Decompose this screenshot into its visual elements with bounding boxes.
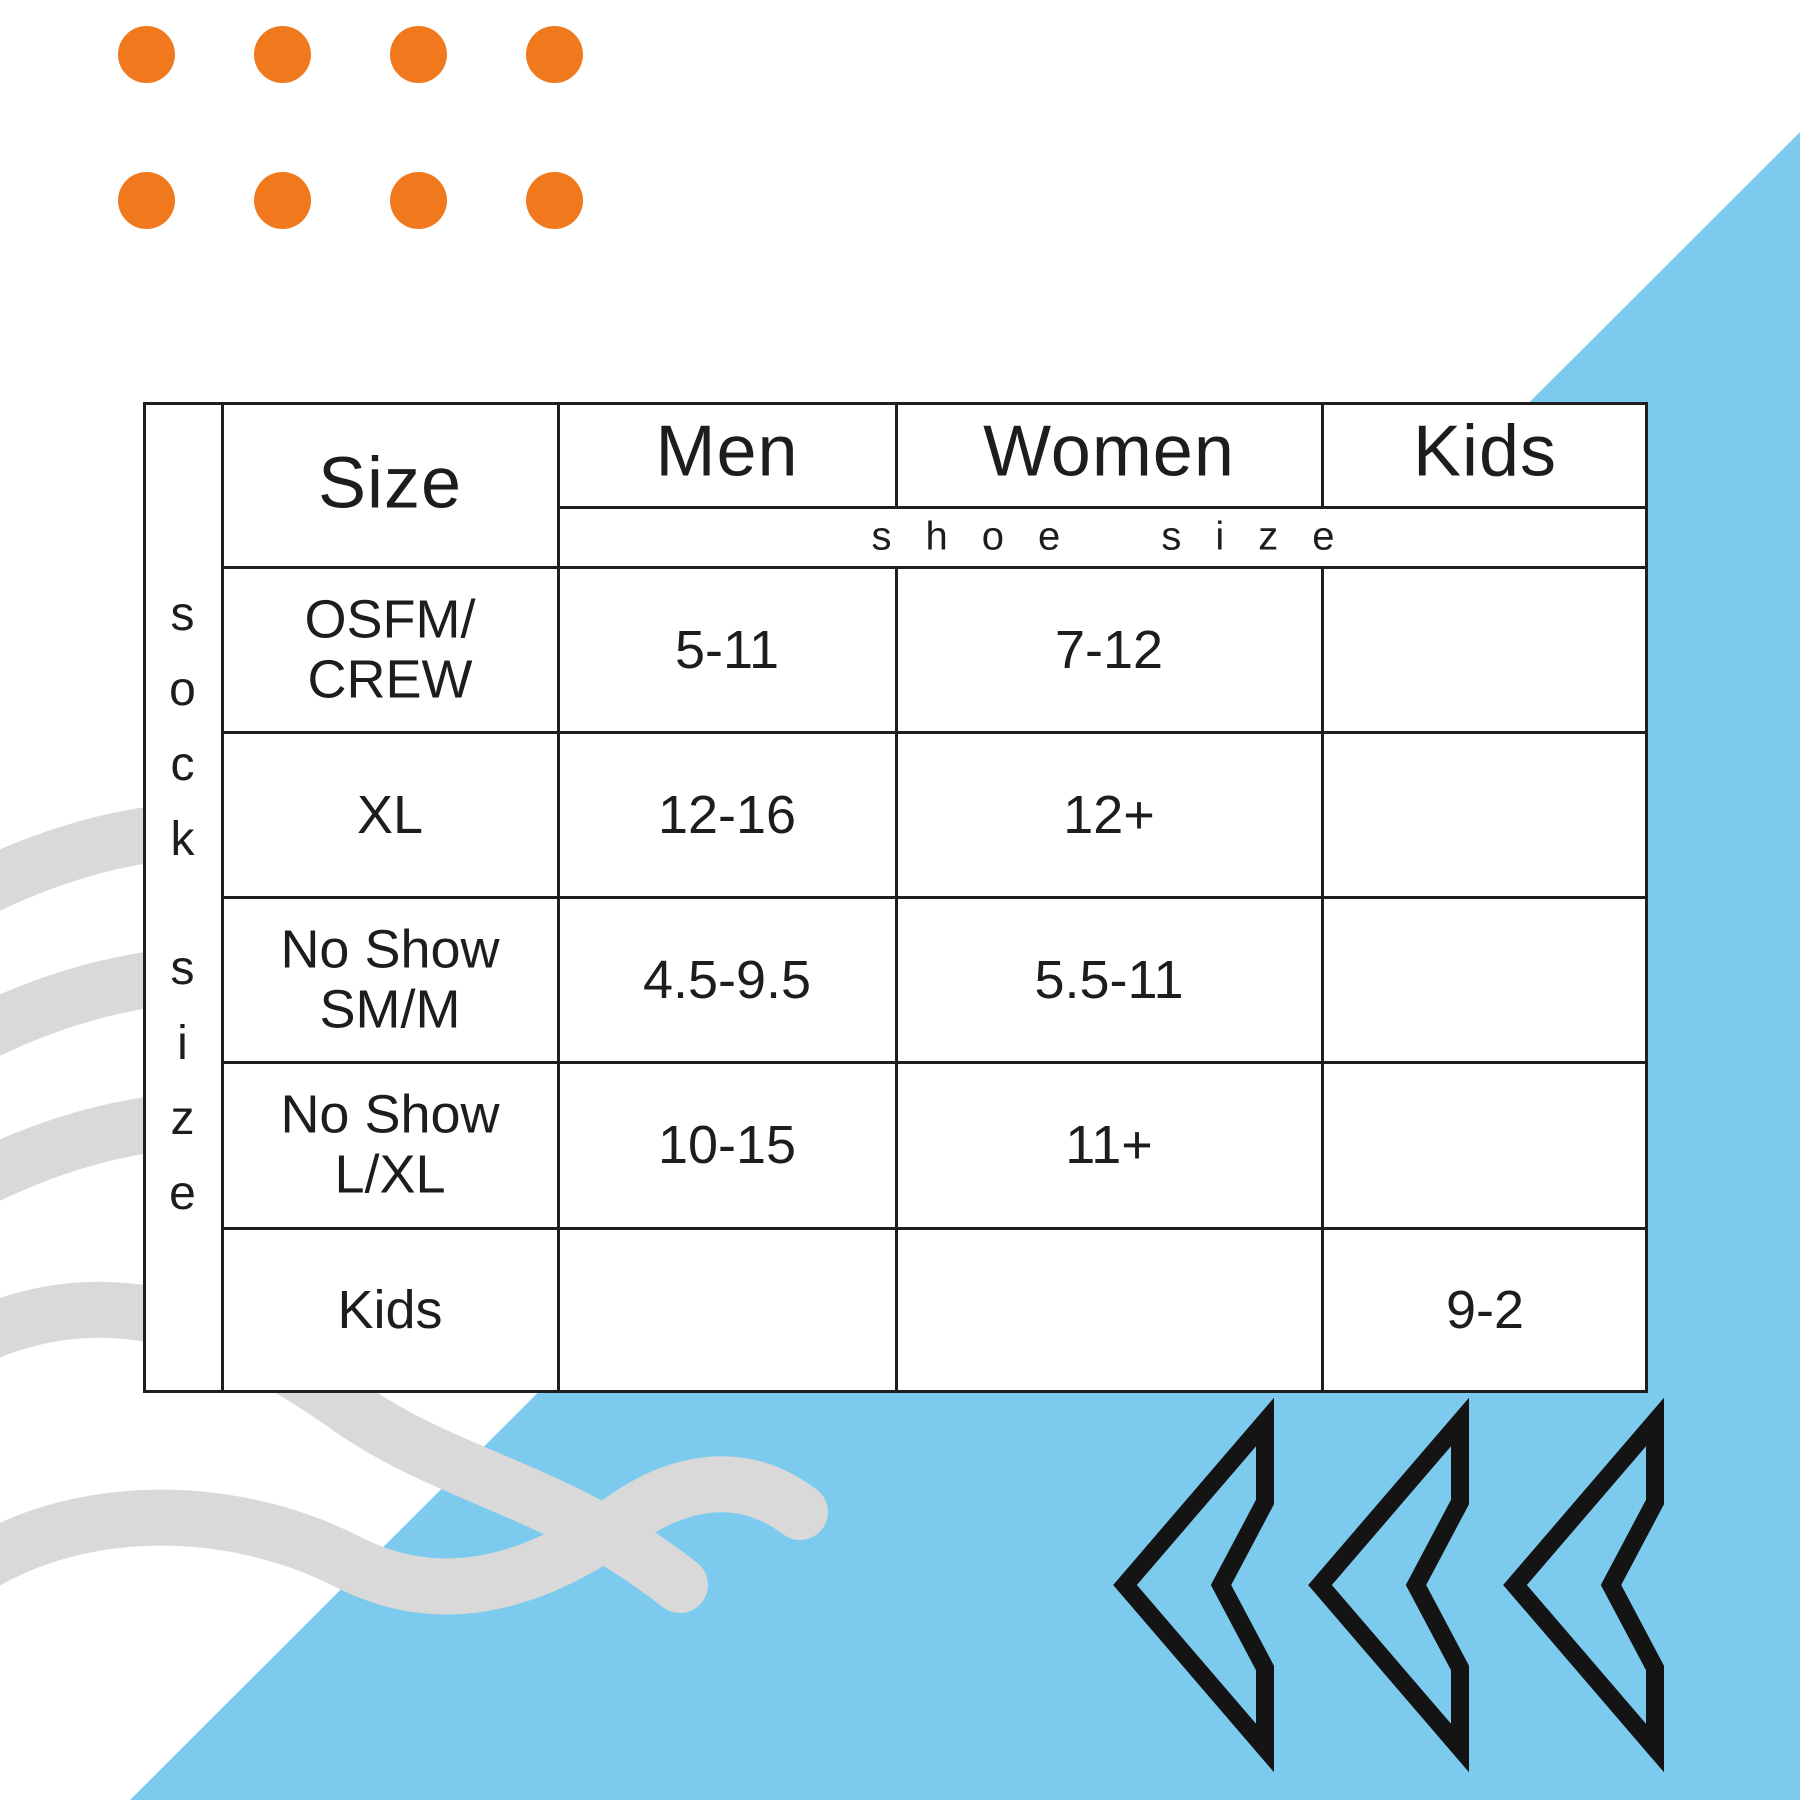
dot-icon bbox=[526, 172, 583, 229]
table-cell-size: No Show L/XL bbox=[280, 1084, 500, 1205]
table-cell-men: 4.5-9.5 bbox=[642, 949, 812, 1010]
row-axis-word: size bbox=[156, 942, 209, 1242]
dot-icon bbox=[390, 172, 447, 229]
table-cell-size: XL bbox=[356, 784, 424, 845]
dot-icon bbox=[254, 172, 311, 229]
table-cell-kids: 9-2 bbox=[1445, 1279, 1525, 1340]
grid-line bbox=[222, 1227, 1648, 1230]
dot-icon bbox=[118, 26, 175, 83]
grid-line bbox=[222, 566, 1648, 569]
table-cell-women: 7-12 bbox=[1054, 619, 1164, 680]
column-header-men: Men bbox=[655, 411, 799, 492]
table-cell-size: OSFM/ CREW bbox=[304, 589, 476, 710]
grid-line bbox=[222, 731, 1648, 734]
grid-line bbox=[558, 506, 1648, 509]
grid-line bbox=[222, 896, 1648, 899]
dot-icon bbox=[526, 26, 583, 83]
grid-line bbox=[895, 567, 898, 1393]
row-axis-word: sock bbox=[156, 588, 209, 888]
dot-icon bbox=[390, 26, 447, 83]
chevron-arrows-icon bbox=[1113, 1397, 1664, 1773]
table-cell-size: Kids bbox=[337, 1279, 443, 1340]
grid-line bbox=[1321, 402, 1324, 507]
row-axis-label: sock size bbox=[156, 588, 209, 1242]
grid-line bbox=[895, 402, 898, 507]
column-header-women: Women bbox=[983, 411, 1235, 492]
column-group-label-shoe-size: shoe size bbox=[871, 514, 1369, 559]
table-cell-men: 10-15 bbox=[657, 1114, 797, 1175]
table-cell-women: 11+ bbox=[1065, 1114, 1153, 1175]
table-cell-men: 12-16 bbox=[657, 784, 797, 845]
dot-icon bbox=[118, 172, 175, 229]
dot-icon bbox=[254, 26, 311, 83]
dot-grid-decoration bbox=[118, 26, 583, 229]
table-cell-men: 5-11 bbox=[674, 619, 780, 680]
table-cell-women: 5.5-11 bbox=[1034, 949, 1184, 1010]
table-cell-women: 12+ bbox=[1063, 784, 1155, 845]
grid-line bbox=[222, 1061, 1648, 1064]
table-cell-size: No Show SM/M bbox=[280, 919, 500, 1040]
column-header-size: Size bbox=[317, 443, 463, 524]
grid-line bbox=[1321, 567, 1324, 1393]
column-header-kids: Kids bbox=[1412, 411, 1558, 492]
